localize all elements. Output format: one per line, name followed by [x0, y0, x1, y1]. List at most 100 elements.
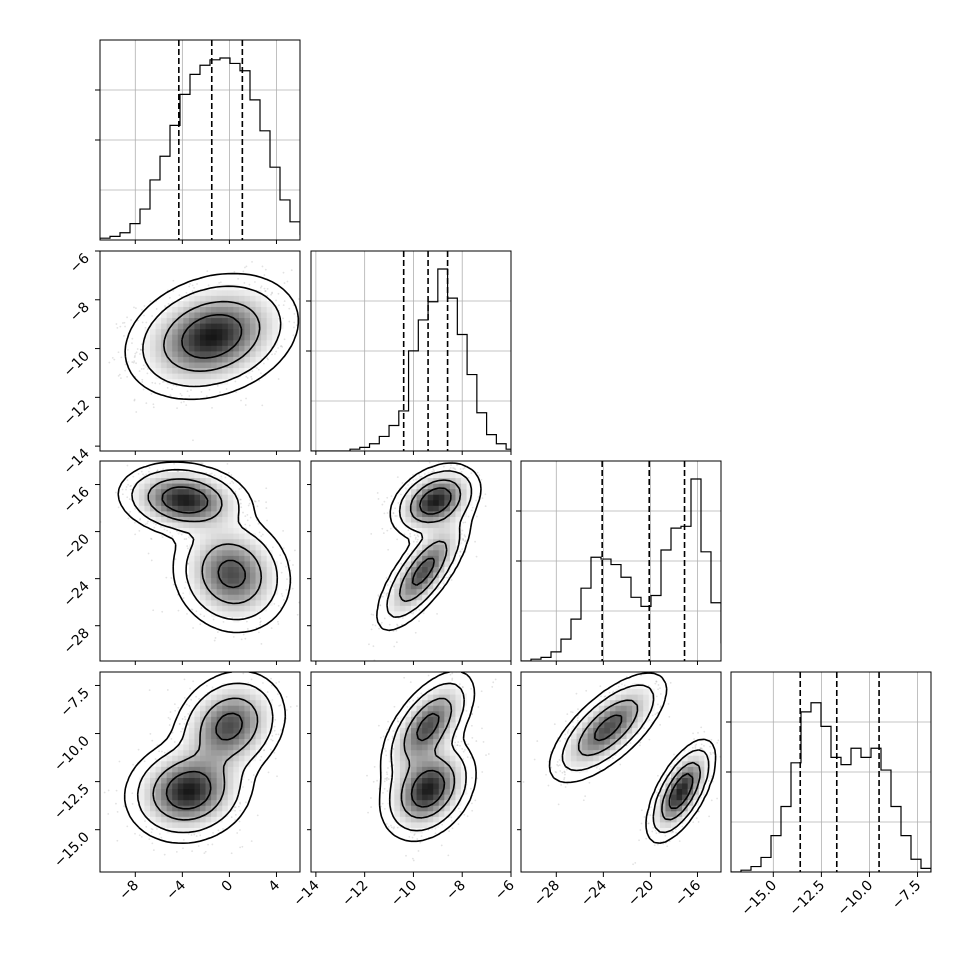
density-cell — [261, 334, 268, 341]
density-cell — [205, 328, 212, 335]
density-cell — [233, 538, 240, 545]
sample-point — [416, 534, 419, 537]
density-cell — [438, 561, 445, 567]
sample-point — [211, 406, 213, 409]
density-cell — [194, 295, 201, 302]
density-cell — [222, 605, 229, 612]
density-cell — [183, 488, 190, 495]
density-cell — [222, 483, 229, 490]
density-cell — [416, 522, 423, 529]
density-cell — [261, 555, 268, 562]
sample-point — [154, 758, 157, 760]
sample-point — [244, 515, 247, 518]
sample-point — [264, 268, 267, 271]
density-cell — [144, 477, 151, 484]
density-cell — [422, 594, 429, 601]
density-cell — [166, 488, 173, 495]
density-cell — [233, 328, 240, 335]
density-cell — [433, 499, 440, 506]
density-cell — [266, 555, 273, 562]
density-cell — [161, 472, 168, 479]
sample-point — [471, 455, 473, 457]
sample-point — [131, 361, 134, 363]
sample-point — [134, 533, 137, 536]
density-cell — [422, 561, 429, 567]
sample-point — [277, 378, 280, 380]
sample-point — [286, 280, 289, 283]
density-cell — [244, 328, 251, 335]
density-cell — [399, 516, 406, 523]
sample-point — [111, 356, 114, 359]
sample-point — [184, 587, 186, 589]
density-cell — [261, 345, 268, 352]
density-cell — [422, 499, 429, 506]
density-cell — [138, 505, 145, 512]
density-cell — [188, 494, 195, 501]
sample-point — [260, 535, 263, 537]
panel-frame — [310, 250, 512, 452]
sample-point — [171, 388, 173, 391]
density-cell — [216, 522, 223, 529]
density-cell — [205, 345, 212, 352]
density-cell — [188, 345, 195, 352]
sample-point — [244, 637, 247, 640]
density-cell — [172, 488, 179, 495]
density-cell — [250, 577, 256, 584]
density-cell — [233, 605, 240, 612]
density-cell — [244, 599, 251, 606]
sample-point — [162, 381, 164, 383]
density-cell — [216, 483, 223, 490]
sample-point — [260, 285, 263, 288]
density-cell — [200, 577, 206, 584]
sample-point — [276, 775, 278, 778]
sample-point — [176, 470, 179, 473]
density-cell — [150, 356, 156, 363]
density-cell — [255, 356, 262, 363]
density-cell — [200, 317, 206, 324]
density-cell — [194, 516, 201, 523]
sample-point — [267, 771, 270, 774]
sample-point — [288, 307, 291, 310]
density-cell — [194, 588, 201, 595]
density-cell — [205, 605, 212, 612]
density-cell — [444, 533, 451, 540]
density-cell — [138, 488, 145, 495]
density-cell — [416, 583, 423, 590]
density-cell — [188, 549, 195, 556]
histogram-panel-0 — [95, 39, 301, 241]
sample-point — [187, 562, 189, 565]
sample-point — [348, 666, 350, 668]
sample-point — [138, 529, 141, 532]
density-cell — [144, 345, 151, 352]
sample-point — [253, 500, 256, 503]
sample-point — [142, 364, 145, 367]
density-cell — [211, 317, 218, 324]
sample-point — [140, 368, 143, 370]
density-cell — [211, 527, 218, 534]
sample-point — [448, 459, 450, 461]
density-cell — [238, 527, 245, 534]
density-cell — [200, 345, 206, 352]
sample-point — [266, 519, 268, 522]
density-cell — [205, 378, 212, 385]
density-cell — [227, 284, 234, 291]
sample-point — [235, 391, 238, 393]
density-cell — [449, 505, 456, 512]
sample-point — [188, 395, 191, 397]
sample-point — [395, 641, 398, 644]
density-cell — [261, 549, 268, 556]
density-cell — [188, 328, 195, 335]
density-cell — [200, 356, 206, 363]
density-cell — [394, 594, 401, 601]
sample-point — [412, 474, 414, 476]
density-cell — [166, 522, 173, 529]
density-cell — [261, 323, 268, 330]
sample-point — [152, 522, 155, 525]
density-cell — [238, 555, 245, 562]
sample-point — [143, 314, 145, 317]
sample-point — [260, 620, 262, 623]
contour-level — [411, 487, 452, 587]
density-cell — [183, 323, 190, 330]
sample-point — [133, 306, 135, 309]
density-cell — [255, 588, 262, 595]
